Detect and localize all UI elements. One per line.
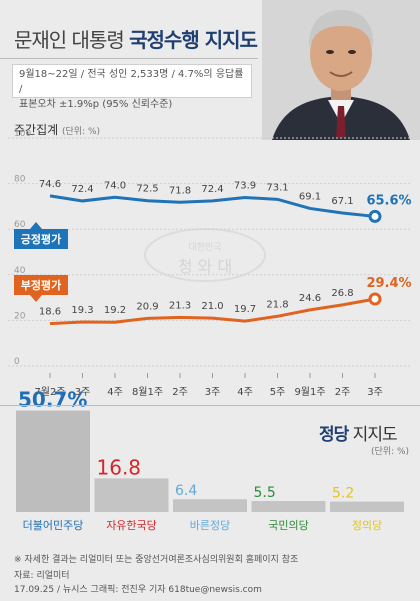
- data-label: 18.6: [39, 307, 61, 318]
- x-tick-label: 8월1주: [132, 386, 163, 398]
- series-line-positive: [49, 194, 376, 218]
- series-tag-bg: [14, 229, 68, 249]
- watermark-text-1: 대한민국: [188, 242, 221, 253]
- data-label: 21.0: [201, 301, 223, 312]
- y-tick-label: 60: [14, 220, 26, 230]
- x-tick-label: 2주: [172, 387, 188, 398]
- data-label: 67.1: [331, 196, 353, 207]
- weekly-label: 주간집계 (단위: %): [14, 121, 100, 138]
- party-bar: [16, 410, 90, 512]
- y-tick-label: 80: [14, 175, 26, 185]
- page-title: 문재인 대통령 국정수행 지지도: [14, 24, 258, 53]
- party-title-bold: 정당: [319, 425, 349, 445]
- weekly-label-text: 주간집계: [14, 123, 59, 137]
- data-label: 21.3: [169, 300, 191, 311]
- data-label: 69.1: [299, 191, 321, 202]
- x-tick-label: 9월1주: [294, 386, 325, 398]
- party-bar: [173, 499, 247, 512]
- title-divider: [0, 58, 258, 59]
- party-chart-title: 정당 지지도: [319, 420, 398, 445]
- data-label: 73.9: [234, 181, 256, 192]
- x-tick-label: 3주: [367, 387, 383, 398]
- data-label: 29.4%: [366, 276, 411, 291]
- data-label: 74.6: [39, 179, 61, 190]
- data-label: 71.8: [169, 185, 191, 196]
- data-label: 65.6%: [366, 193, 411, 208]
- series-tag-bg: [14, 275, 68, 295]
- data-label: 19.2: [104, 305, 126, 316]
- survey-info-line2: 표본오차 ±1.9%p (95% 신뢰수준): [19, 99, 173, 110]
- title-bold: 국정수행 지지도: [129, 28, 258, 52]
- x-tick-label: 3주: [75, 387, 91, 398]
- survey-info-box: 9월18~22일 / 전국 성인 2,533명 / 4.7%의 응답률 / 표본…: [12, 64, 252, 110]
- party-bar: [94, 478, 169, 512]
- party-bar: [330, 501, 404, 512]
- y-tick-label: 20: [14, 311, 26, 321]
- party-chart-unit: (단위: %): [371, 447, 410, 457]
- party-name-label: 바른정당: [190, 519, 230, 532]
- data-label: 73.1: [266, 182, 288, 193]
- series-tag-pointer: [30, 222, 42, 229]
- x-tick-label: 5주: [270, 387, 286, 398]
- series-tag-pointer: [30, 295, 42, 302]
- y-tick-label: 100: [14, 129, 31, 139]
- y-tick-label: 40: [14, 266, 26, 276]
- x-tick-label: 3주: [205, 387, 221, 398]
- party-value-label: 50.7%: [18, 388, 87, 412]
- party-value-label: 5.2: [332, 486, 354, 502]
- party-value-label: 16.8: [97, 455, 142, 479]
- x-tick-label: 2주: [335, 387, 351, 398]
- data-label: 26.8: [331, 288, 353, 299]
- data-point-end: [368, 209, 382, 223]
- party-name-label: 국민의당: [268, 519, 308, 532]
- footer-note: ※ 자세한 결과는 리얼미터 또는 중앙선거여론조사심의위원회 홈페이지 참조: [14, 555, 299, 565]
- series-tag-label: 부정평가: [21, 278, 61, 292]
- x-tick-label: 4주: [237, 387, 253, 398]
- weekly-unit: (단위: %): [62, 127, 101, 137]
- data-label: 24.6: [299, 293, 321, 304]
- data-point-end: [368, 292, 382, 306]
- watermark-text-2: 청 와 대: [178, 257, 232, 276]
- title-light: 문재인 대통령: [14, 28, 125, 52]
- data-label: 20.9: [136, 301, 158, 312]
- party-title-rest: 지지도: [348, 425, 398, 445]
- party-bar: [251, 501, 326, 512]
- party-value-label: 6.4: [175, 483, 197, 499]
- x-tick-label: 4주: [107, 387, 123, 398]
- data-label: 72.4: [201, 184, 223, 195]
- party-value-label: 5.5: [254, 485, 276, 501]
- section-divider: [0, 405, 420, 406]
- data-label: 19.3: [71, 305, 93, 316]
- footer-source: 자료: 리얼미터: [14, 571, 70, 581]
- series-tag-label: 긍정평가: [21, 232, 61, 246]
- party-name-label: 자유한국당: [106, 519, 157, 532]
- x-tick-label: 7월2주: [34, 386, 65, 398]
- data-label: 21.8: [266, 299, 288, 310]
- y-tick-label: 0: [14, 357, 20, 367]
- survey-info-line1: 9월18~22일 / 전국 성인 2,533명 / 4.7%의 응답률 /: [19, 69, 244, 95]
- party-name-label: 더불어민주당: [23, 519, 84, 532]
- footer-credit: 17.09.25 / 뉴시스 그래픽: 전진우 기자 618tue@newsis…: [14, 585, 262, 595]
- data-label: 72.5: [136, 184, 158, 195]
- data-label: 72.4: [71, 184, 93, 195]
- watermark: 대한민국 청 와 대: [144, 228, 266, 282]
- party-name-label: 정의당: [352, 519, 382, 532]
- series-line-negative: [49, 297, 376, 326]
- data-label: 19.7: [234, 304, 256, 315]
- president-portrait: [262, 0, 420, 140]
- data-label: 74.0: [104, 180, 126, 191]
